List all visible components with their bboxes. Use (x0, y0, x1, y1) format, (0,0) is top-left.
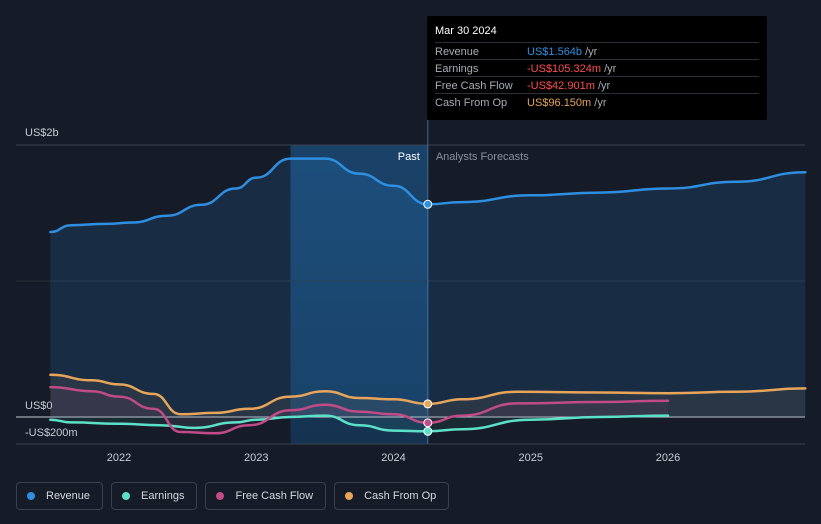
tooltip-unit: /yr (594, 97, 607, 109)
marker-revenue (423, 199, 433, 209)
marker-cash-from-op (423, 399, 433, 409)
legend-dot-icon (216, 492, 225, 500)
tooltip-row-cash-from-op: Cash From Op US$96.150m /yr (435, 93, 759, 111)
tooltip-label: Revenue (435, 46, 480, 58)
legend-label: Earnings (141, 490, 185, 502)
tooltip-label: Free Cash Flow (435, 80, 513, 92)
area-cash-from-op (50, 374, 806, 417)
tooltip-row-revenue: Revenue US$1.564b /yr (435, 42, 759, 60)
legend-dot-icon (27, 492, 35, 500)
tooltip-value: -US$42.901m (527, 80, 595, 92)
tooltip: Mar 30 2024 Revenue US$1.564b /yr Earnin… (427, 16, 767, 120)
tooltip-label: Earnings (435, 63, 479, 75)
line-revenue (49, 157, 807, 234)
x-tick-label: 2024 (381, 452, 405, 464)
legend-dot-icon (122, 492, 131, 500)
legend-label: Free Cash Flow (235, 490, 314, 502)
legend: Revenue Earnings Free Cash Flow Cash Fro… (16, 482, 450, 512)
legend-label: Revenue (46, 490, 91, 502)
past-highlight-band (290, 145, 428, 444)
legend-item-revenue[interactable]: Revenue (16, 482, 104, 510)
line-free-cash-flow (49, 385, 670, 435)
tooltip-label: Cash From Op (435, 97, 508, 109)
area-earnings (50, 415, 668, 432)
y-label-top: US$2b (25, 127, 59, 139)
x-tick-label: 2022 (107, 452, 131, 464)
tooltip-unit: /yr (604, 63, 617, 75)
x-tick-label: 2026 (656, 452, 680, 464)
y-label-zero: US$0 (25, 400, 53, 412)
area-free-cash-flow (50, 387, 668, 434)
tooltip-unit: /yr (597, 80, 611, 92)
tooltip-unit: /yr (585, 46, 598, 58)
tooltip-value: US$1.564b (527, 46, 583, 58)
tooltip-value: -US$105.324m (527, 63, 601, 75)
legend-item-earnings[interactable]: Earnings (111, 482, 198, 510)
tooltip-row-free-cash-flow: Free Cash Flow -US$42.901m /yr (435, 76, 759, 94)
forecast-label: Analysts Forecasts (436, 151, 529, 163)
y-label-neg: -US$200m (25, 427, 78, 439)
line-earnings (49, 414, 670, 433)
x-tick-label: 2025 (519, 452, 543, 464)
past-label: Past (398, 151, 420, 163)
x-tick-label: 2023 (244, 452, 268, 464)
legend-dot-icon (345, 492, 354, 500)
legend-label: Cash From Op (364, 490, 437, 502)
marker-earnings (423, 426, 433, 436)
line-cash-from-op (49, 373, 807, 416)
legend-item-cash-from-op[interactable]: Cash From Op (334, 482, 450, 510)
legend-item-free-cash-flow[interactable]: Free Cash Flow (205, 482, 327, 510)
tooltip-value: US$96.150m (527, 97, 592, 109)
tooltip-row-earnings: Earnings -US$105.324m /yr (435, 59, 759, 77)
marker-free-cash-flow (423, 418, 433, 428)
area-revenue (50, 158, 806, 417)
tooltip-date: Mar 30 2024 (435, 25, 497, 37)
